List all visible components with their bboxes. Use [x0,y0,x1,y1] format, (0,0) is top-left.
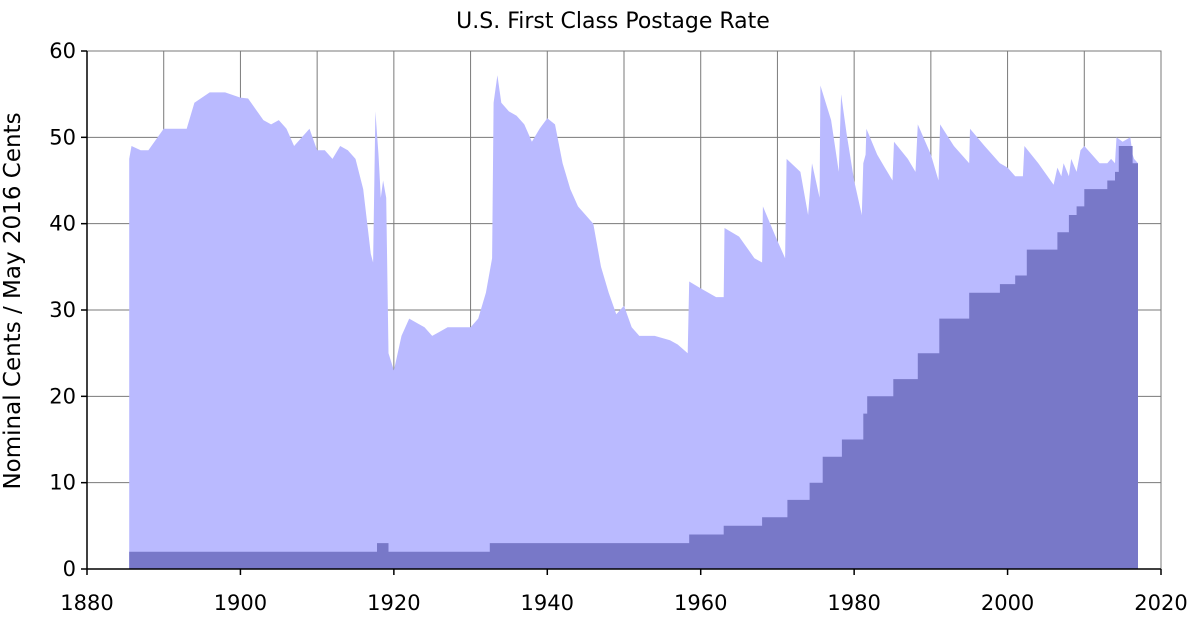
y-tick-label: 30 [49,298,76,322]
chart-title: U.S. First Class Postage Rate [456,9,770,34]
y-tick-label: 20 [49,384,76,408]
y-tick-label: 0 [63,557,76,581]
x-tick-label: 2020 [1134,591,1187,615]
x-tick-label: 1940 [521,591,574,615]
x-tick-label: 1920 [367,591,420,615]
x-tick-label: 1900 [214,591,267,615]
x-tick-label: 1960 [674,591,727,615]
y-tick-label: 10 [49,471,76,495]
y-tick-label: 40 [49,212,76,236]
y-axis-label: Nominal Cents / May 2016 Cents [0,112,26,489]
x-tick-label: 1880 [60,591,113,615]
y-tick-label: 60 [49,39,76,63]
x-tick-label: 2000 [981,591,1034,615]
nominal-area [129,146,1138,569]
areas-layer [129,75,1138,569]
y-tick-label: 50 [49,125,76,149]
axes-layer: 1880 1900 1920 1940 1960 1980 2000 2020 0 10 20 30 4… [49,39,1187,615]
x-tick-label: 1980 [827,591,880,615]
